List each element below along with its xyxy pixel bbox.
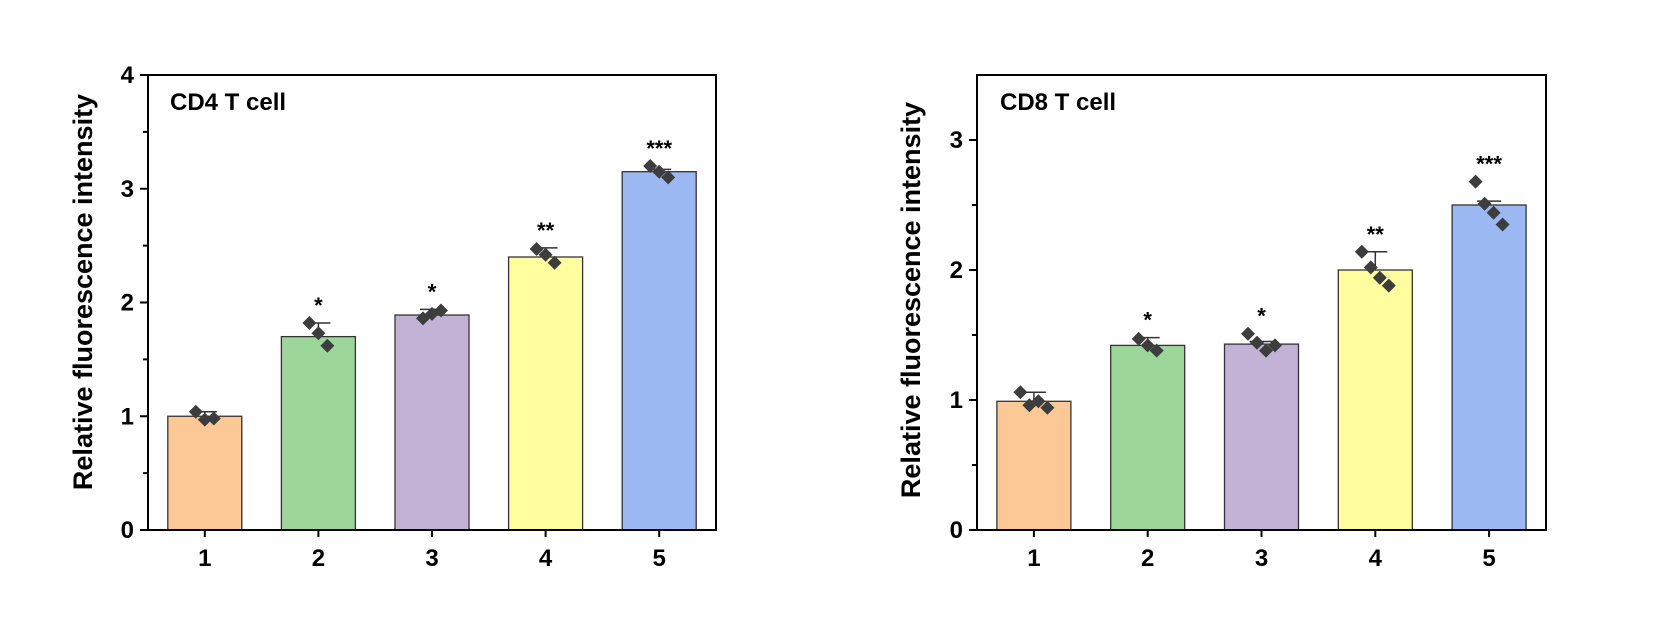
cd8-data-point-4-4 — [1381, 278, 1396, 293]
cd8-x-tick-label-2: 2 — [1141, 545, 1154, 572]
cd8-data-point-2-1 — [1131, 331, 1146, 346]
cd4-y-tick-label-3: 3 — [121, 176, 134, 203]
cd4-data-point-2-3 — [320, 338, 335, 353]
cd8-significance-label-4: ** — [1367, 222, 1385, 247]
cd4-chart-title: CD4 T cell — [170, 89, 286, 116]
cd8-bar-1 — [996, 400, 1072, 531]
cd4-x-tick-label-3: 3 — [425, 545, 438, 572]
cd4-significance-label-4: ** — [537, 218, 555, 243]
cd4-significance-label-2: * — [314, 293, 323, 318]
cd8-data-point-5-2 — [1477, 196, 1492, 211]
cd8-bar-2 — [1110, 344, 1186, 531]
cd4-data-point-1-3 — [206, 411, 221, 426]
cd8-x-tick-label-5: 5 — [1482, 545, 1495, 572]
cd8-y-tick-label-3: 3 — [950, 127, 963, 154]
cd8-data-point-1-1 — [1013, 385, 1028, 400]
cd8-x-tick-label-4: 4 — [1369, 545, 1383, 572]
cd8-significance-label-5: *** — [1476, 152, 1502, 177]
cd8-data-point-2-3 — [1149, 343, 1164, 358]
cd8-bar-4 — [1337, 269, 1413, 531]
cd4-plot-frame — [147, 74, 717, 531]
cd8-y-tick-label-2: 2 — [950, 257, 963, 284]
cd4-data-point-5-2 — [652, 164, 667, 179]
cd8-data-point-5-1 — [1468, 174, 1483, 189]
cd4-bar-1 — [167, 415, 243, 531]
cd4-y-axis-title: Relative fluorescence intensity — [68, 94, 98, 490]
cd8-data-point-3-3 — [1259, 343, 1273, 358]
cd8-bar-3 — [1223, 343, 1300, 531]
cd8-data-point-2-2 — [1140, 338, 1155, 353]
cd8-data-point-5-4 — [1495, 217, 1510, 232]
cd8-data-point-1-4 — [1040, 400, 1055, 415]
cd4-bar-2 — [280, 335, 357, 531]
cd8-significance-label-2: * — [1143, 308, 1152, 333]
cd4-data-point-2-1 — [302, 315, 317, 330]
cd8-chart-panel: CD8 T cell Relative fluorescence intensi… — [896, 74, 1547, 572]
cd8-data-point-3-4 — [1268, 338, 1282, 353]
cd8-data-point-3-1 — [1241, 326, 1255, 341]
cd4-y-tick-label-0: 0 — [121, 517, 134, 544]
cd4-y-tick-label-1: 1 — [121, 403, 134, 430]
cd8-data-point-4-2 — [1363, 260, 1378, 275]
cd4-x-tick-label-4: 4 — [539, 545, 553, 572]
cd8-data-point-4-1 — [1354, 244, 1369, 259]
cd4-significance-label-5: *** — [646, 136, 672, 161]
cd8-y-tick-label-1: 1 — [950, 387, 963, 414]
cd8-data-point-5-3 — [1486, 205, 1501, 220]
cd4-data-point-1-1 — [188, 404, 203, 419]
cd8-data-point-4-3 — [1372, 270, 1387, 285]
cd4-bar-4 — [507, 256, 584, 531]
cd8-data-point-1-3 — [1031, 394, 1046, 409]
cd8-data-point-3-2 — [1250, 335, 1264, 350]
cd4-significance-label-3: * — [428, 279, 437, 304]
cd4-data-point-2-2 — [311, 326, 326, 341]
cd8-x-tick-label-3: 3 — [1255, 545, 1268, 572]
cd4-data-point-5-3 — [661, 170, 676, 185]
cd4-x-tick-label-1: 1 — [198, 545, 211, 572]
cd4-y-tick-label-2: 2 — [121, 290, 134, 317]
cd4-data-point-4-3 — [547, 255, 562, 270]
cd4-data-point-5-1 — [643, 159, 658, 173]
cd8-y-axis-title: Relative fluorescence intensity — [896, 102, 926, 498]
cd8-y-tick-label-0: 0 — [950, 517, 963, 544]
cd4-bar-5 — [621, 171, 697, 531]
cd4-data-point-4-1 — [529, 242, 544, 257]
cd4-bar-3 — [394, 314, 470, 531]
cd4-y-tick-label-4: 4 — [121, 62, 135, 89]
cd8-chart-title: CD8 T cell — [1000, 89, 1116, 116]
cd4-data-point-3-3 — [434, 303, 448, 318]
cd4-chart-panel: CD4 T cell Relative fluorescence intensi… — [68, 62, 717, 572]
cd8-plot-frame — [976, 74, 1547, 531]
cd4-x-tick-label-5: 5 — [653, 545, 666, 572]
cd4-x-tick-label-2: 2 — [312, 545, 325, 572]
cd8-bar-5 — [1451, 204, 1527, 531]
cd8-significance-label-3: * — [1257, 304, 1266, 329]
cd4-data-point-1-2 — [197, 412, 212, 427]
cd8-x-tick-label-1: 1 — [1027, 545, 1040, 572]
cd4-data-point-4-2 — [538, 247, 553, 262]
